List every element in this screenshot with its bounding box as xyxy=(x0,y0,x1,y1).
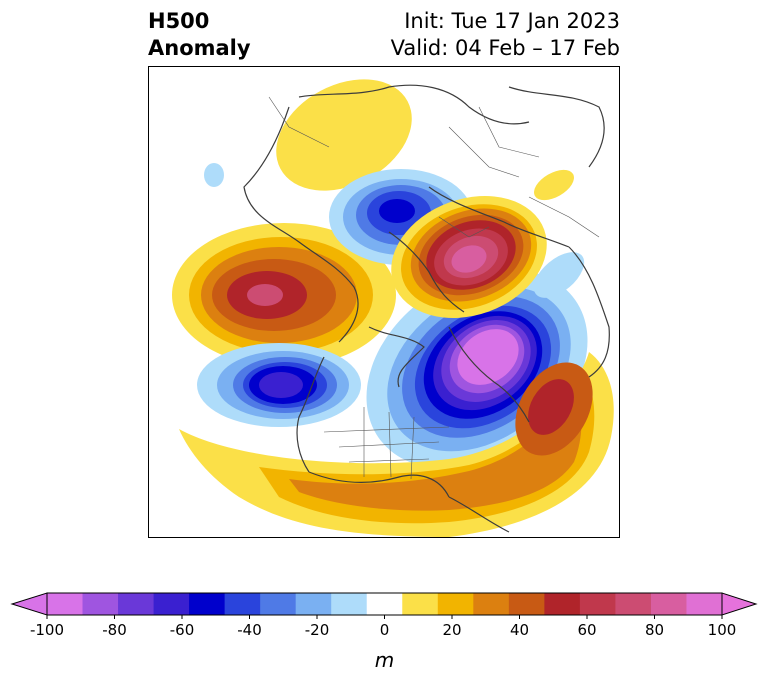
colorbar-swatch xyxy=(686,593,723,615)
colorbar-swatch xyxy=(473,593,510,615)
colorbar-swatch xyxy=(615,593,652,615)
colorbar-tick-label: 40 xyxy=(510,621,529,639)
colorbar-unit-label: m xyxy=(375,648,394,672)
colorbar-swatch xyxy=(224,593,261,615)
colorbar-swatch xyxy=(544,593,581,615)
init-date: Init: Tue 17 Jan 2023 xyxy=(404,9,620,33)
map-title-right: Init: Tue 17 Jan 2023 Valid: 04 Feb – 17… xyxy=(391,8,620,62)
colorbar-swatch xyxy=(437,593,474,615)
colorbar-swatch xyxy=(295,593,332,615)
colorbar-swatch xyxy=(118,593,155,615)
colorbar-swatch xyxy=(189,593,226,615)
colorbar-swatch xyxy=(331,593,368,615)
colorbar-swatch xyxy=(82,593,119,615)
colorbar-swatch xyxy=(47,593,84,615)
anomaly-scandinavia-positive xyxy=(391,169,585,318)
colorbar-swatch xyxy=(402,593,439,615)
coastlines xyxy=(243,84,610,533)
colorbar-tick-label: 20 xyxy=(442,621,461,639)
anomaly-siberia-positive xyxy=(276,79,412,191)
colorbar-extend-low xyxy=(10,592,48,616)
colorbar-swatch xyxy=(650,593,687,615)
anomaly-map xyxy=(148,66,620,538)
colorbar: -100 -80 -60 -40 -20 0 20 40 60 80 100 m xyxy=(0,585,768,680)
valid-period: Valid: 04 Feb – 17 Feb xyxy=(390,36,620,60)
colorbar-canvas: -100 -80 -60 -40 -20 0 20 40 60 80 100 m xyxy=(10,592,758,672)
colorbar-swatch xyxy=(260,593,297,615)
title-variable: H500 xyxy=(148,9,210,33)
anomaly-bering-positive xyxy=(172,223,396,367)
colorbar-tick-label: 60 xyxy=(577,621,596,639)
colorbar-tick-label: 0 xyxy=(380,621,390,639)
country-borders xyxy=(268,96,600,480)
colorbar-extend-high xyxy=(721,592,758,616)
colorbar-swatch xyxy=(508,593,545,615)
anomaly-pacific-negative xyxy=(197,343,361,427)
anomaly-atlantic-positive xyxy=(179,352,614,537)
colorbar-swatch xyxy=(153,593,190,615)
map-title-left: H500 Anomaly xyxy=(148,8,251,62)
colorbar-tick-label: -40 xyxy=(237,621,262,639)
map-canvas xyxy=(172,79,614,537)
title-quantity: Anomaly xyxy=(148,36,251,60)
colorbar-swatch xyxy=(579,593,616,615)
colorbar-tick-label: 100 xyxy=(708,621,737,639)
colorbar-swatch xyxy=(366,593,403,615)
colorbar-tick-label: -60 xyxy=(170,621,195,639)
colorbar-tick-label: -20 xyxy=(305,621,330,639)
colorbar-tick-label: -100 xyxy=(30,621,64,639)
colorbar-tick-label: 80 xyxy=(645,621,664,639)
colorbar-tick-label: -80 xyxy=(102,621,127,639)
